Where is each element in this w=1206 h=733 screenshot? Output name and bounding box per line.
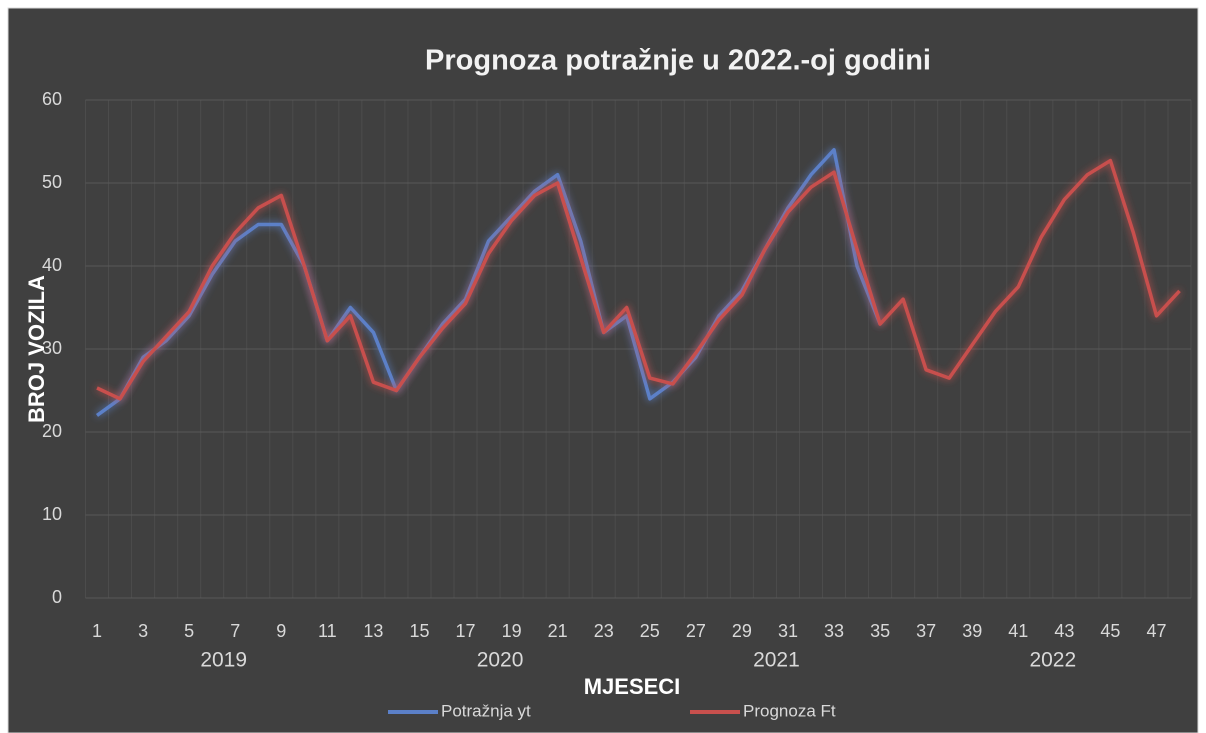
x-tick-label: 41 <box>1008 621 1028 641</box>
x-tick-label: 3 <box>138 621 148 641</box>
x-tick-label: 15 <box>409 621 429 641</box>
year-label: 2021 <box>753 649 800 672</box>
legend-label: Prognoza Ft <box>743 701 836 720</box>
y-tick-label: 0 <box>52 587 62 607</box>
x-tick-label: 25 <box>640 621 660 641</box>
x-tick-label: 1 <box>92 621 102 641</box>
y-tick-label: 30 <box>42 338 62 358</box>
x-tick-label: 35 <box>870 621 890 641</box>
chart-title: Prognoza potražnje u 2022.-oj godini <box>425 45 931 77</box>
year-label: 2019 <box>200 649 247 672</box>
y-tick-label: 50 <box>42 172 62 192</box>
x-tick-label: 27 <box>686 621 706 641</box>
x-tick-label: 17 <box>456 621 476 641</box>
y-tick-label: 40 <box>42 255 62 275</box>
x-tick-label: 47 <box>1146 621 1166 641</box>
year-label: 2020 <box>477 649 524 672</box>
legend-label: Potražnja yt <box>441 701 531 720</box>
y-tick-label: 60 <box>42 89 62 109</box>
x-tick-label: 19 <box>502 621 522 641</box>
x-tick-label: 5 <box>184 621 194 641</box>
x-tick-label: 45 <box>1100 621 1120 641</box>
x-tick-label: 39 <box>962 621 982 641</box>
x-tick-label: 11 <box>318 621 337 641</box>
x-tick-label: 31 <box>778 621 798 641</box>
x-axis-title: MJESECI <box>584 674 681 699</box>
x-tick-label: 37 <box>916 621 936 641</box>
y-tick-label: 20 <box>42 421 62 441</box>
y-tick-label: 10 <box>42 504 62 524</box>
x-tick-label: 29 <box>732 621 752 641</box>
x-tick-label: 23 <box>594 621 614 641</box>
x-tick-label: 43 <box>1054 621 1074 641</box>
y-axis-title: BROJ VOZILA <box>24 275 49 423</box>
x-tick-label: 13 <box>363 621 383 641</box>
series-line <box>96 158 1181 401</box>
x-tick-label: 21 <box>548 621 568 641</box>
x-tick-label: 7 <box>230 621 240 641</box>
x-tick-label: 9 <box>276 621 286 641</box>
year-label: 2022 <box>1029 649 1076 672</box>
x-tick-label: 33 <box>824 621 844 641</box>
chart-background <box>7 7 1199 733</box>
